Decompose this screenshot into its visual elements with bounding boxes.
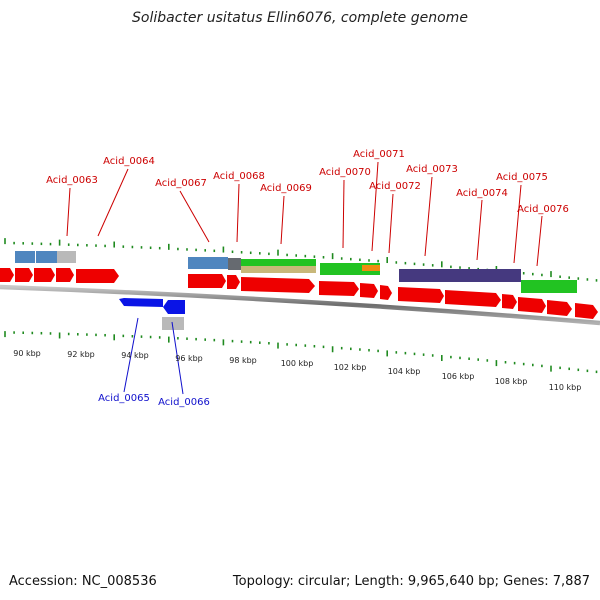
label-leader-lines [66, 161, 543, 395]
forward-gene-labels: Acid_0063 Acid_0064 Acid_0067 Acid_0068 … [46, 149, 569, 215]
lower-tick-row [4, 331, 598, 374]
accession-text: Accession: NC_008536 [9, 574, 157, 589]
gene-arrow [319, 281, 359, 296]
gene-arrow [547, 300, 572, 316]
gene-arrow [502, 294, 517, 309]
leader-line [371, 161, 379, 252]
leader-line [66, 187, 71, 237]
gene-label: Acid_0071 [353, 149, 405, 160]
gene-label: Acid_0073 [406, 164, 458, 175]
scale-labels: 90 kbp 92 kbp 94 kbp 96 kbp 98 kbp 100 k… [13, 349, 581, 392]
feature-bar [188, 257, 228, 269]
leader-line [236, 183, 240, 243]
gene-label: Acid_0075 [496, 172, 548, 183]
feature-bar [228, 258, 241, 270]
gene-label: Acid_0070 [319, 167, 371, 178]
feature-bars-forward [15, 251, 577, 293]
gene-arrow [0, 268, 14, 282]
feature-bar [521, 280, 577, 293]
scale-label: 92 kbp [67, 350, 95, 359]
gene-label: Acid_0063 [46, 175, 98, 186]
topology-text: Topology: circular; Length: 9,965,640 bp… [232, 574, 590, 589]
gene-arrows-reverse [119, 298, 185, 314]
scale-label: 106 kbp [442, 372, 475, 381]
gene-arrow [56, 268, 74, 282]
gene-arrow [163, 300, 185, 314]
gene-arrow [76, 269, 119, 283]
gene-arrow [15, 268, 33, 282]
genome-backbone [0, 284, 600, 326]
gene-arrow [575, 303, 598, 319]
feature-bar [57, 251, 76, 263]
gene-label: Acid_0069 [260, 183, 312, 194]
gene-arrow [380, 285, 392, 300]
leader-line [97, 168, 129, 237]
leader-line [342, 179, 345, 249]
leader-line [476, 199, 483, 261]
feature-bar [15, 251, 35, 263]
feature-bar [362, 265, 380, 271]
leader-line [424, 176, 433, 257]
scale-label: 104 kbp [388, 367, 421, 376]
gene-arrow [398, 287, 444, 303]
scale-label: 108 kbp [495, 377, 528, 386]
feature-bar [241, 266, 316, 273]
gene-arrows-forward [0, 268, 598, 319]
gene-label: Acid_0065 [98, 393, 150, 404]
gene-label: Acid_0064 [103, 156, 155, 167]
gene-arrow [241, 277, 315, 293]
gene-arrow [188, 274, 226, 288]
gene-label: Acid_0072 [369, 181, 421, 192]
scale-label: 94 kbp [121, 351, 149, 360]
scale-label: 102 kbp [334, 363, 367, 372]
gene-arrow [34, 268, 55, 282]
leader-line [179, 190, 210, 243]
gene-label: Acid_0066 [158, 397, 210, 408]
gene-arrow [445, 290, 501, 307]
leader-line [513, 184, 522, 264]
gene-label: Acid_0067 [155, 178, 207, 189]
feature-bar [162, 317, 184, 330]
leader-line [536, 215, 543, 267]
gene-label: Acid_0068 [213, 171, 265, 182]
feature-bar [241, 259, 316, 266]
scale-label: 100 kbp [281, 359, 314, 368]
leader-line [123, 317, 139, 393]
scale-label: 110 kbp [549, 383, 582, 392]
map-title: Solibacter usitatus Ellin6076, complete … [132, 10, 468, 26]
scale-label: 98 kbp [229, 356, 257, 365]
gene-arrow [119, 298, 163, 307]
gene-arrow [518, 297, 546, 313]
upper-tick-row [4, 238, 598, 282]
feature-bar [36, 251, 57, 263]
scale-label: 90 kbp [13, 349, 41, 358]
leader-line [388, 193, 394, 254]
gene-arrow [227, 275, 240, 289]
gene-arrow [360, 283, 378, 298]
leader-line [280, 195, 285, 245]
leader-line [171, 321, 184, 395]
feature-bar [399, 269, 521, 282]
scale-label: 96 kbp [175, 354, 203, 363]
reverse-gene-labels: Acid_0065 Acid_0066 [98, 393, 210, 408]
gene-label: Acid_0074 [456, 188, 508, 199]
gene-label: Acid_0076 [517, 204, 569, 215]
